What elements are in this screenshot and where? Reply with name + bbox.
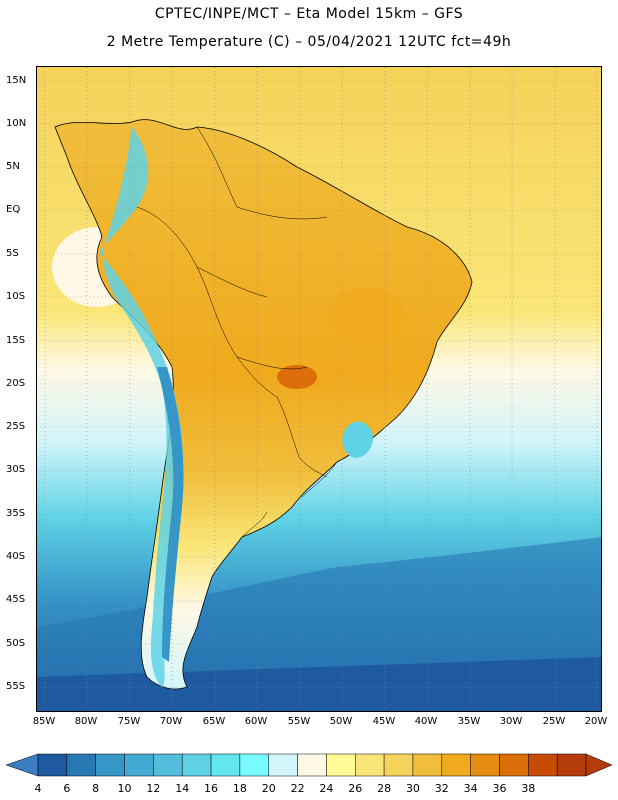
- map-title-line-1: CPTEC/INPE/MCT – Eta Model 15km – GFS: [154, 6, 464, 22]
- colorbar-tick-label: 26: [348, 782, 363, 795]
- lon-label: 20W: [584, 716, 608, 727]
- map-canvas: [37, 67, 601, 711]
- hot-spot-paraguay: [277, 365, 317, 389]
- lon-label: 55W: [287, 716, 311, 727]
- andes-coldest-band: [157, 367, 184, 662]
- lon-label: 65W: [202, 716, 226, 727]
- colorbar-tick-label: 14: [175, 782, 190, 795]
- lat-label: 10N: [6, 118, 27, 129]
- lon-label: 40W: [414, 716, 438, 727]
- colorbar-tick-label: 36: [492, 782, 507, 795]
- colorbar-tick-label: 34: [463, 782, 478, 795]
- colorbar-tick-label: 38: [521, 782, 536, 795]
- colorbar-tick-label: 12: [146, 782, 161, 795]
- colorbar-tick-label: 10: [117, 782, 132, 795]
- lat-label: 45S: [6, 594, 26, 605]
- colorbar-swatch: [153, 753, 183, 777]
- lat-label: 5N: [6, 161, 20, 172]
- colorbar-swatch: [268, 753, 298, 777]
- lat-label: 15S: [6, 335, 26, 346]
- colorbar-tick-label: 22: [290, 782, 305, 795]
- colorbar-tick-label: 20: [261, 782, 276, 795]
- colorbar-swatch: [297, 753, 327, 777]
- colorbar-tick-label: 28: [377, 782, 392, 795]
- colorbar-swatch: [383, 753, 414, 777]
- colorbar-high-arrow: [585, 753, 613, 777]
- colorbar-swatch: [470, 753, 500, 777]
- lat-label: 5S: [6, 248, 19, 259]
- lon-label: 70W: [159, 716, 183, 727]
- lat-label: 55S: [6, 681, 26, 692]
- colorbar-swatch: [95, 753, 125, 777]
- lat-label: 25S: [6, 421, 26, 432]
- temperature-map: [36, 66, 602, 712]
- andes-cold-band: [99, 127, 183, 687]
- colorbar-swatch: [326, 753, 356, 777]
- serra-cool-patch: [342, 421, 373, 458]
- temperature-colorbar: [0, 750, 618, 800]
- lon-label: 85W: [32, 716, 56, 727]
- colorbar-tick-label: 30: [405, 782, 420, 795]
- lon-label: 50W: [329, 716, 353, 727]
- colorbar-swatch: [124, 753, 154, 777]
- country-borders: [136, 126, 338, 538]
- colorbar-low-arrow: [5, 753, 39, 777]
- colorbar-tick-label: 24: [319, 782, 334, 795]
- lon-label: 75W: [117, 716, 141, 727]
- colorbar-tick-label: 8: [92, 782, 100, 795]
- colorbar-tick-label: 6: [63, 782, 71, 795]
- colorbar-swatch: [499, 753, 529, 777]
- colorbar-tick-label: 4: [34, 782, 42, 795]
- colorbar-swatch: [412, 753, 443, 777]
- colorbar-swatch: [355, 753, 385, 777]
- lat-label: 35S: [6, 508, 26, 519]
- colorbar-swatch: [210, 753, 241, 777]
- colorbar-tick-label: 16: [204, 782, 219, 795]
- lat-label: 40S: [6, 551, 26, 562]
- lon-label: 30W: [499, 716, 523, 727]
- map-title-line-2: 2 Metre Temperature (C) – 05/04/2021 12U…: [106, 34, 512, 50]
- colorbar-tick-label: 18: [232, 782, 247, 795]
- lat-label: 20S: [6, 378, 26, 389]
- lat-label: 10S: [6, 291, 26, 302]
- colorbar-swatch: [181, 753, 212, 777]
- colorbar-swatch: [441, 753, 471, 777]
- colorbar-swatch: [66, 753, 96, 777]
- colorbar-swatch: [528, 753, 558, 777]
- colorbar-swatch: [37, 753, 68, 777]
- warm-area-brazil: [327, 287, 407, 347]
- lat-label: 30S: [6, 464, 26, 475]
- lat-label: EQ: [6, 204, 21, 215]
- lon-label: 25W: [542, 716, 566, 727]
- lon-label: 60W: [244, 716, 268, 727]
- colorbar-swatch: [556, 753, 587, 777]
- colorbar-tick-label: 32: [434, 782, 449, 795]
- lon-label: 35W: [457, 716, 481, 727]
- lon-label: 45W: [372, 716, 396, 727]
- lon-label: 80W: [74, 716, 98, 727]
- lat-label: 15N: [6, 75, 27, 86]
- southern-ocean-coldest: [37, 657, 601, 711]
- lat-label: 50S: [6, 638, 26, 649]
- colorbar-swatch: [239, 753, 269, 777]
- colorbar-svg: [5, 753, 613, 777]
